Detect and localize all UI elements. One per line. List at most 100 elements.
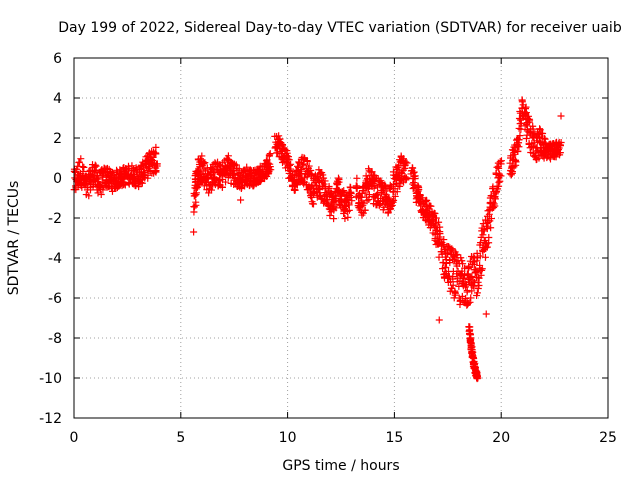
data-point [487, 192, 495, 200]
data-point [474, 278, 482, 286]
data-point [343, 195, 351, 203]
data-point [391, 192, 399, 200]
data-point [152, 143, 160, 151]
y-tick-label: -10 [39, 371, 62, 387]
data-point [305, 162, 313, 170]
data-point [152, 167, 160, 175]
data-point [361, 189, 369, 197]
data-point [497, 157, 505, 165]
data-point-isolated [190, 228, 198, 236]
data-point [495, 178, 503, 186]
plot-frame [73, 57, 609, 419]
data-point [497, 172, 505, 180]
data-point [325, 184, 333, 192]
data-point [353, 174, 361, 182]
data-point [409, 164, 417, 172]
data-point [310, 200, 318, 208]
data-point [517, 119, 525, 127]
y-tick-label: -8 [48, 331, 62, 347]
data-point [386, 181, 394, 189]
data-point [512, 158, 520, 166]
data-point [490, 200, 498, 208]
data-point [283, 152, 291, 160]
data-point [307, 194, 315, 202]
data-point [487, 224, 495, 232]
data-point [474, 285, 482, 293]
data-point [488, 215, 496, 223]
data-point [517, 116, 525, 124]
data-point [75, 158, 83, 166]
x-tick-label: 5 [176, 430, 185, 446]
data-point [557, 142, 565, 150]
data-point [427, 202, 435, 210]
data-point [291, 186, 299, 194]
data-point [496, 177, 504, 185]
data-point [308, 170, 316, 178]
data-point [456, 297, 464, 305]
data-point [418, 206, 426, 214]
data-point [463, 288, 471, 296]
data-point-isolated [557, 112, 565, 120]
data-point [267, 166, 275, 174]
data-point [333, 179, 341, 187]
data-point [228, 167, 236, 175]
data-point [99, 186, 107, 194]
data-point [518, 98, 526, 106]
data-point [276, 135, 284, 143]
data-point-isolated [482, 310, 490, 318]
data-point [451, 289, 459, 297]
data-point [432, 214, 440, 222]
data-point [491, 194, 499, 202]
data-point [332, 204, 340, 212]
y-tick-label: 6 [53, 51, 62, 67]
data-point [375, 201, 383, 209]
data-point [365, 191, 373, 199]
data-point [361, 206, 369, 214]
data-point [135, 183, 143, 191]
data-point [298, 161, 306, 169]
data-point [435, 218, 443, 226]
data-point [402, 158, 410, 166]
data-point [368, 168, 376, 176]
data-point [394, 163, 402, 171]
data-point [345, 206, 353, 214]
data-point [514, 148, 522, 156]
data-point [389, 180, 397, 188]
x-tick-label: 15 [385, 430, 403, 446]
data-point [485, 233, 493, 241]
data-point [286, 161, 294, 169]
data-point [307, 166, 315, 174]
chart-title: Day 199 of 2022, Sidereal Day-to-day VTE… [58, 20, 622, 36]
data-point [442, 256, 450, 264]
data-point [477, 239, 485, 247]
y-tick-label: -6 [48, 291, 62, 307]
data-point [190, 208, 198, 216]
data-point [222, 178, 230, 186]
data-point [328, 189, 336, 197]
data-point-isolated [435, 316, 443, 324]
data-point [557, 138, 565, 146]
data-point [457, 254, 465, 262]
data-point [97, 191, 105, 199]
data-point [466, 298, 474, 306]
data-point [419, 194, 427, 202]
data-point [117, 168, 125, 176]
y-tick-label: -2 [48, 211, 62, 227]
data-point [297, 167, 305, 175]
data-point [91, 161, 99, 169]
data-point [201, 159, 209, 167]
data-point [243, 163, 251, 171]
data-point [473, 257, 481, 265]
data-point [517, 125, 525, 133]
data-point [442, 264, 450, 272]
x-tick-label: 10 [279, 430, 297, 446]
data-point [200, 159, 208, 167]
data-point [402, 175, 410, 183]
data-point [411, 172, 419, 180]
data-point [390, 196, 398, 204]
y-axis-label: SDTVAR / TECUs [6, 181, 22, 296]
data-point [121, 181, 129, 189]
data-point [393, 188, 401, 196]
data-point [297, 165, 305, 173]
